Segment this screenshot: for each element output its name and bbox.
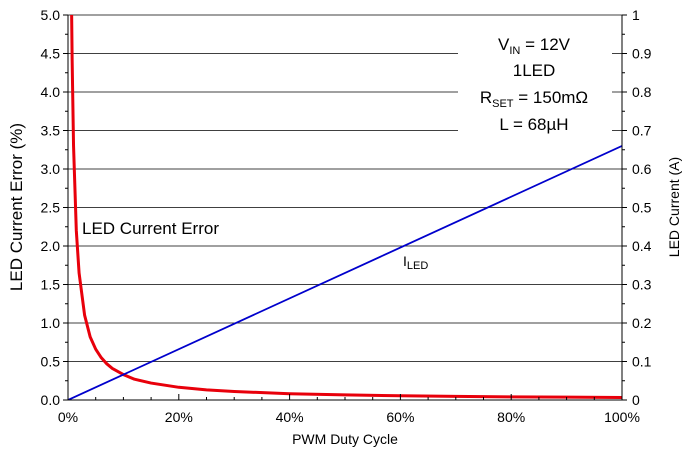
series-label-led-current-error: LED Current Error — [82, 219, 219, 238]
y-right-tick-label: 0.8 — [632, 84, 652, 100]
y-left-tick-label: 5.0 — [41, 7, 61, 23]
y-right-tick-label: 0.9 — [632, 46, 652, 62]
x-axis-title: PWM Duty Cycle — [292, 431, 398, 447]
y-axis-right-title: LED Current (A) — [666, 157, 682, 257]
y-right-tick-label: 0.1 — [632, 354, 652, 370]
y-left-tick-label: 0.0 — [41, 392, 61, 408]
x-tick-label: 20% — [165, 409, 193, 425]
y-right-tick-label: 0.7 — [632, 123, 652, 139]
condition-led-count: 1LED — [513, 61, 556, 80]
condition-inductor: L = 68µH — [499, 115, 568, 134]
y-left-tick-label: 4.0 — [41, 84, 61, 100]
y-left-tick-label: 1.5 — [41, 277, 61, 293]
y-left-tick-label: 4.5 — [41, 46, 61, 62]
y-left-tick-label: 3.5 — [41, 123, 61, 139]
conditions-background — [458, 30, 612, 136]
x-tick-label: 40% — [276, 409, 304, 425]
y-right-tick-label: 0 — [632, 392, 640, 408]
x-tick-label: 60% — [386, 409, 414, 425]
y-left-tick-label: 2.0 — [41, 238, 61, 254]
y-right-tick-label: 0.5 — [632, 200, 652, 216]
condition-rset: RSET = 150mΩ — [480, 88, 588, 110]
axes — [63, 14, 627, 401]
x-tick-label: 80% — [497, 409, 525, 425]
tick-labels: 0% 20% 40% 60% 80% 100% 0.0 0.5 1.0 1.5 2.0 2.5 3.0 3… — [41, 7, 652, 425]
y-right-tick-label: 1 — [632, 7, 640, 23]
y-left-tick-label: 3.0 — [41, 161, 61, 177]
y-right-tick-label: 0.2 — [632, 315, 652, 331]
y-right-tick-label: 0.3 — [632, 277, 652, 293]
series-label-iled: ILED — [403, 253, 428, 272]
conditions-annotation: VIN = 12V 1LED RSET = 150mΩ L = 68µH — [458, 30, 612, 136]
y-right-tick-label: 0.6 — [632, 161, 652, 177]
series-line-led-current-error — [70, 15, 622, 399]
y-left-tick-label: 2.5 — [41, 200, 61, 216]
condition-vin: VIN = 12V — [498, 35, 571, 57]
y-left-tick-label: 1.0 — [41, 315, 61, 331]
x-tick-label: 0% — [58, 409, 78, 425]
y-left-tick-label: 0.5 — [41, 354, 61, 370]
series-line-iled — [68, 144, 622, 400]
series-layer — [68, 15, 622, 400]
y-axis-left-title: LED Current Error (%) — [7, 123, 26, 291]
grid-lines — [68, 14, 622, 362]
x-tick-label: 100% — [604, 409, 640, 425]
y-right-tick-label: 0.4 — [632, 238, 652, 254]
